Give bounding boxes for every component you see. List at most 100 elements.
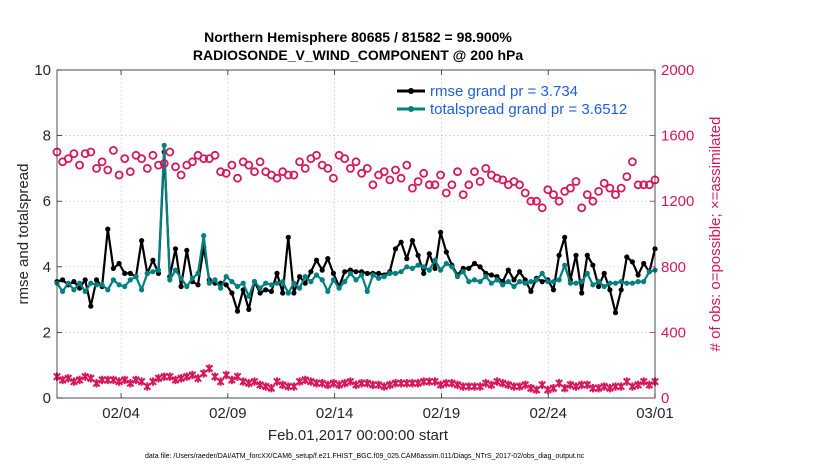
obs-assimilated-glyph [154,374,163,383]
obs-possible-marker [295,157,305,167]
obs-possible-marker [498,175,508,185]
rmse-point [234,308,241,314]
y-tick-label-right: 1600 [661,128,694,145]
obs-assimilated-marker [431,377,439,386]
obs-possible-marker [391,165,400,175]
spread-point [77,280,83,286]
obs-possible-marker [582,190,592,200]
obs-assimilated-marker [560,383,569,393]
obs-possible-marker [142,163,152,173]
obs-assimilated-marker [436,380,445,390]
rmse-point [263,287,269,293]
spread-point [607,280,613,286]
obs-assimilated-marker [301,375,310,385]
spread-point [105,287,111,293]
obs-assimilated-marker [600,382,609,391]
spread-point [522,280,528,286]
obs-assimilated-marker [605,383,614,393]
rmse-point [511,277,517,283]
rmse-point [579,290,585,296]
rmse-point [590,262,596,268]
rmse-point [139,238,145,244]
rmse-point [466,265,472,271]
obs-possible-marker [368,180,378,190]
obs-assimilated-glyph [323,380,332,390]
obs-possible-marker [109,145,118,155]
obs-possible-marker [233,173,242,183]
obs-assimilated-marker [329,379,338,388]
spread-point [353,277,359,283]
obs-assimilated-glyph [600,382,609,391]
obs-possible-marker [379,167,389,177]
obs-possible-marker [571,177,581,186]
spread-point [460,269,466,275]
y-tick-label-right: 0 [661,390,669,407]
obs-assimilated-glyph [70,377,78,386]
obs-possible-marker [300,163,310,173]
spread-point [336,285,342,291]
ticks: 02/04 02/09 02/14 02/19 02/24 03/010246810040… [34,62,694,422]
obs-assimilated-glyph [521,380,530,390]
obs-assimilated-marker [628,382,637,391]
spread-point [342,279,348,285]
spread-point [432,257,438,263]
spread-point [545,279,551,285]
obs-possible-marker [611,190,620,200]
spread-point [150,269,156,275]
rmse-point [88,303,94,309]
rmse-point [268,288,274,294]
rmse-point [325,256,331,262]
rmse-point [223,282,229,288]
rmse-point [528,288,534,294]
rmse-point [550,287,557,293]
obs-assimilated-marker [64,374,73,383]
obs-assimilated-glyph [182,372,191,381]
obs-assimilated-glyph [543,385,552,394]
spread-point [567,280,574,286]
spread-point [579,279,585,285]
obs-assimilated-glyph [177,374,186,383]
spread-point [93,282,100,288]
spread-point [438,267,444,273]
spread-point [376,275,382,281]
rmse-point [432,265,438,271]
y-tick-label-right: 400 [661,324,686,341]
obs-possible-marker [441,188,451,198]
obs-possible-marker [413,177,423,186]
legend-spread-marker [408,106,414,112]
obs-possible-marker [120,154,130,164]
obs-assimilated-glyph [634,380,642,390]
obs-possible-marker [566,183,575,193]
obs-possible-marker [63,154,73,164]
obs-possible-marker [75,160,84,170]
obs-possible-marker [577,203,587,213]
y-tick-label-right: 2000 [661,62,694,79]
obs-assimilated-marker [165,372,174,381]
obs-assimilated-marker [306,377,315,386]
rmse-point [392,246,399,252]
obs-assimilated-marker [318,379,327,388]
spread-point [381,274,387,280]
obs-possible-marker [470,167,479,177]
spread-point [212,277,218,283]
spread-point [234,283,241,290]
obs-assimilated-marker [453,380,462,390]
obs-assimilated-glyph [605,383,614,393]
x-tick-label: 02/09 [209,405,247,422]
rmse-point [178,283,184,290]
obs-possible-marker [633,180,643,190]
obs-assimilated-glyph [227,375,236,385]
obs-assimilated-glyph [374,380,383,390]
obs-possible-marker [532,196,541,206]
chart-title-line2: RADIOSONDE_V_WIND_COMPONENT @ 200 hPa [193,47,523,63]
obs-assimilated-glyph [58,375,67,385]
rmse-point [313,257,320,263]
x-axis-label: Feb.01,2017 00:00:00 start [268,427,449,444]
obs-assimilated-marker [227,375,236,385]
obs-possible-marker [616,183,626,193]
rmse-point [353,269,359,275]
obs-assimilated-marker [244,379,253,388]
spread-point [297,285,303,291]
obs-possible-marker [402,160,412,170]
obs-assimilated-marker [515,382,524,391]
